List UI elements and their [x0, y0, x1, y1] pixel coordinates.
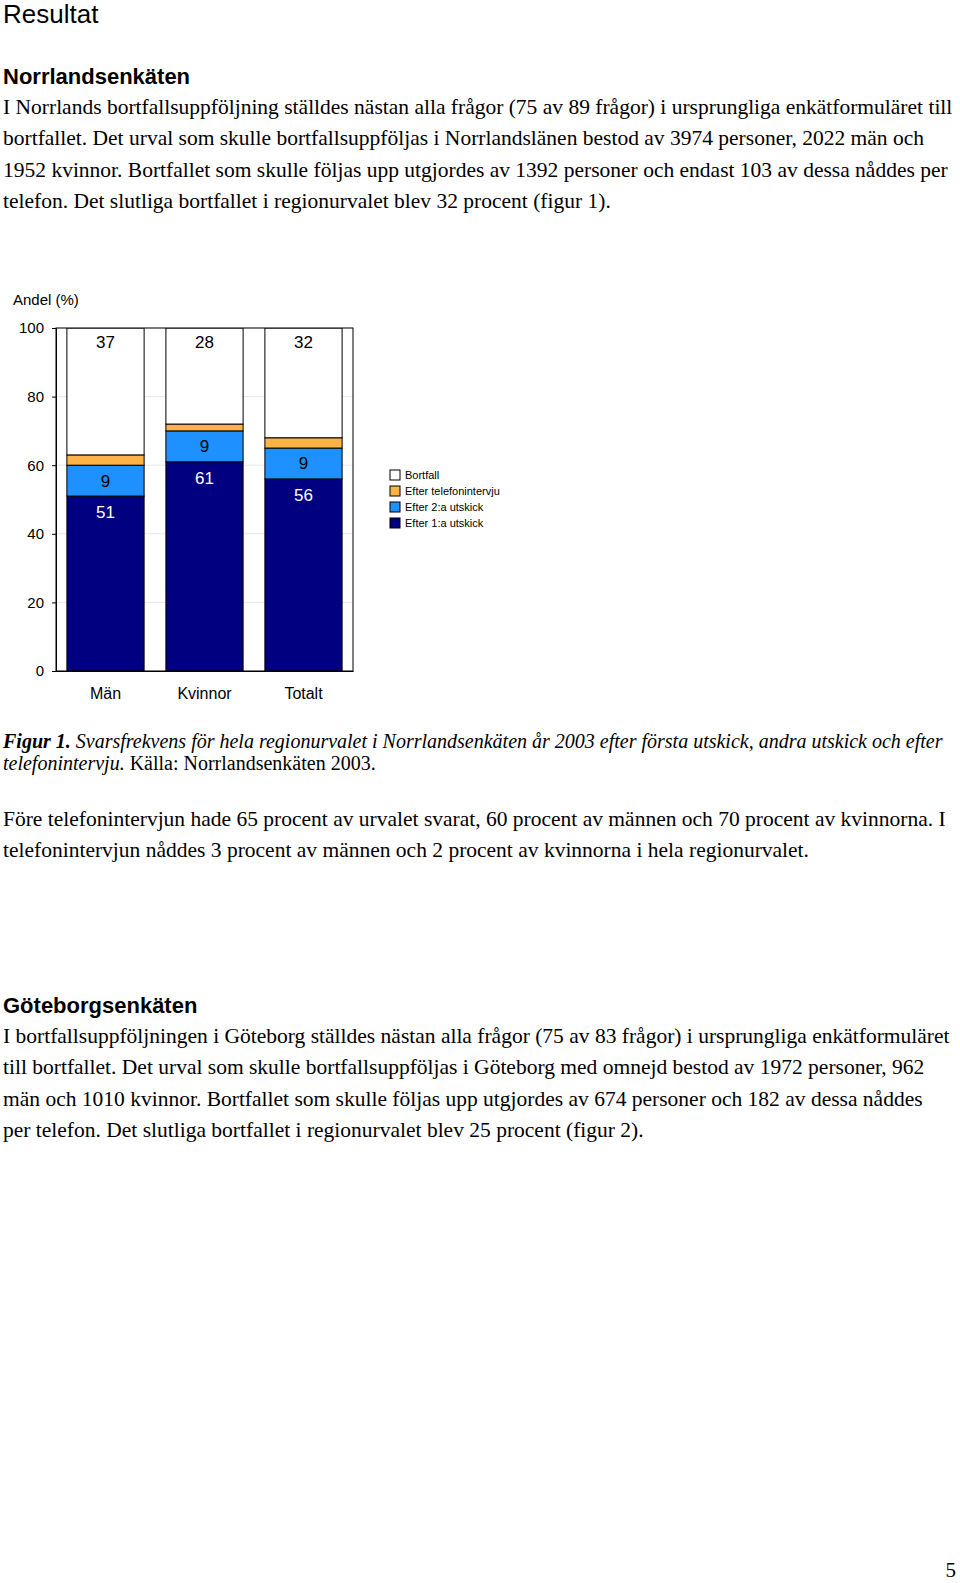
data-label: 56 — [294, 486, 313, 505]
paragraph: Före telefonintervjun hade 65 procent av… — [3, 804, 953, 867]
tick-label: 40 — [27, 525, 44, 542]
data-label: 9 — [200, 437, 209, 456]
legend-swatch — [390, 470, 400, 480]
data-label: 9 — [299, 454, 308, 473]
paragraph: I Norrlands bortfallsuppföljning ställde… — [3, 92, 953, 217]
bar-segment — [166, 431, 243, 462]
axis-line — [57, 671, 354, 672]
data-label: 28 — [195, 333, 214, 352]
data-label: 61 — [195, 469, 214, 488]
tick: Totalt — [284, 671, 323, 702]
figure-caption: Figur 1. Svarsfrekvens för hela regionur… — [3, 730, 953, 774]
data-label: 9 — [101, 472, 110, 491]
axis-title: Andel (%) — [13, 291, 79, 308]
tick: 0 — [36, 662, 56, 679]
y-axis: 0 20 40 60 80 100 — [19, 319, 57, 679]
legend-label: Bortfall — [405, 469, 439, 481]
tick-mark — [52, 534, 56, 535]
bar-segment — [265, 438, 342, 448]
bar-segment — [67, 328, 144, 455]
tick: 100 — [19, 319, 56, 336]
tick: 20 — [27, 594, 56, 611]
bar-segment — [265, 328, 342, 438]
bar-segment — [67, 455, 144, 465]
legend-label: Efter telefonintervju — [405, 485, 500, 497]
tick-mark — [52, 602, 56, 603]
bar-segment — [166, 424, 243, 431]
section-heading: Norrlandsenkäten — [3, 61, 603, 92]
tick-label: 80 — [27, 388, 44, 405]
section-heading: Göteborgsenkäten — [3, 990, 603, 1021]
tick: Män — [90, 671, 121, 702]
tick: Kvinnor — [177, 671, 232, 702]
tick-label: 0 — [36, 662, 44, 679]
tick-label: Kvinnor — [177, 685, 232, 702]
data-label: 51 — [96, 503, 115, 522]
legend-label: Efter 2:a utskick — [405, 501, 484, 513]
legend-swatch — [390, 486, 400, 496]
bar-segment — [265, 479, 342, 671]
bar-segment — [166, 462, 243, 671]
grid — [56, 328, 353, 671]
legend: Bortfall Efter telefonintervju Efter 2:a u… — [390, 469, 500, 529]
bar-segment — [67, 496, 144, 671]
data-labels: 51 61 56 9 9 9 37 28 32 — [96, 333, 313, 522]
data-label: 37 — [96, 333, 115, 352]
tick: 40 — [27, 525, 56, 542]
tick-mark — [52, 397, 56, 398]
bar-segment — [166, 328, 243, 424]
tick-mark — [52, 671, 56, 672]
page-number: 5 — [900, 1557, 956, 1583]
caption-source: Källa: Norrlandsenkäten 2003. — [130, 752, 376, 774]
tick-mark — [52, 465, 56, 466]
caption-label: Figur 1. — [3, 730, 71, 752]
paragraph: I bortfallsuppföljningen i Göteborg stäl… — [3, 1021, 953, 1146]
tick-label: 100 — [19, 319, 44, 336]
data-label: 32 — [294, 333, 313, 352]
tick-label: Totalt — [284, 685, 323, 702]
legend-label: Efter 1:a utskick — [405, 517, 484, 529]
tick-mark — [52, 328, 56, 329]
plot-frame — [56, 328, 353, 671]
axis-line — [52, 329, 57, 672]
tick-label: Män — [90, 685, 121, 702]
tick-label: 20 — [27, 594, 44, 611]
tick: 60 — [27, 457, 56, 474]
bar-segment — [67, 465, 144, 496]
bars — [67, 328, 342, 671]
page-title: Resultat — [3, 0, 603, 28]
legend-swatch — [390, 518, 400, 528]
tick: 80 — [27, 388, 56, 405]
x-axis: Män Kvinnor Totalt — [57, 671, 354, 702]
tick-label: 60 — [27, 457, 44, 474]
chart: 51 61 56 9 9 9 37 28 32 0 20 40 60 80 100 Män Kvinnor Tot… — [0, 280, 620, 720]
bar-segment — [265, 448, 342, 479]
legend-swatch — [390, 502, 400, 512]
